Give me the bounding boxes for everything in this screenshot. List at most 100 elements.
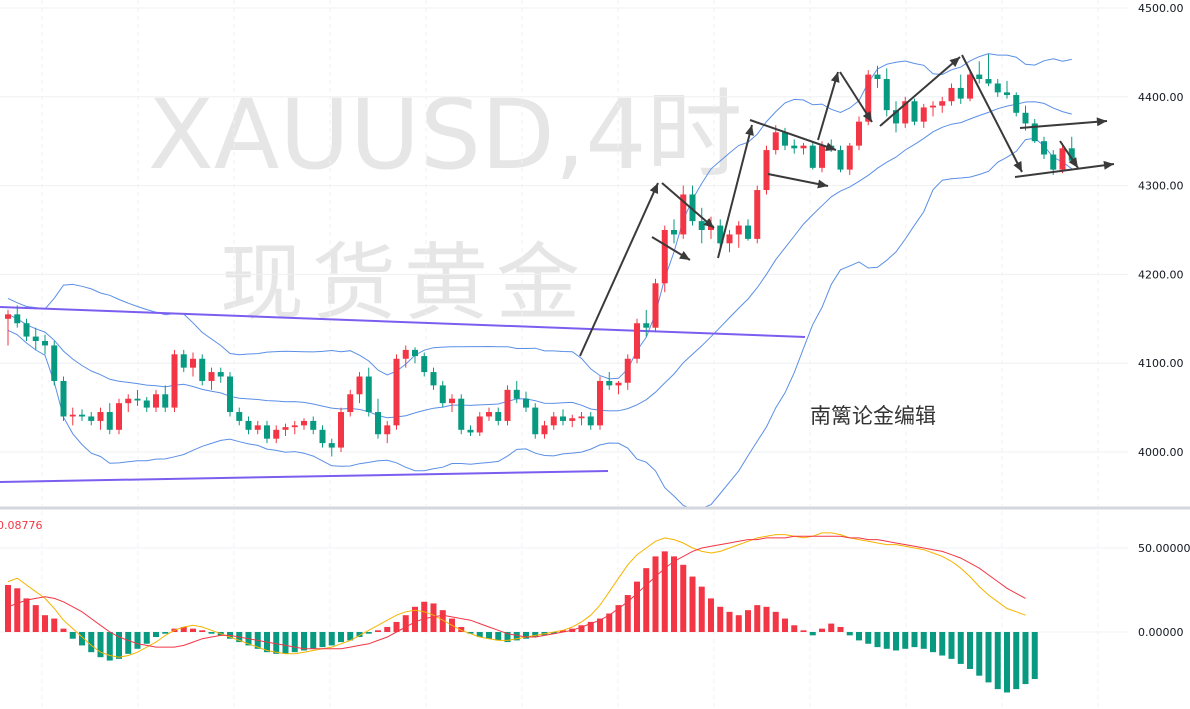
candle-body	[365, 376, 372, 413]
candle-body	[606, 380, 613, 386]
macd-bar	[319, 632, 326, 648]
candle-body	[541, 425, 548, 435]
candle-body	[1041, 141, 1047, 155]
candle	[856, 116, 862, 151]
candle	[948, 83, 955, 106]
macd-bar	[782, 618, 788, 632]
candle-body	[467, 429, 474, 433]
macd-bar	[994, 632, 1001, 690]
macd-bar	[874, 632, 881, 648]
candle-body	[134, 398, 141, 401]
candle-body	[726, 234, 733, 244]
bollinger-bands	[7, 53, 1073, 510]
candle-body	[920, 107, 927, 122]
macd-bar	[106, 632, 113, 661]
candle-body	[939, 101, 946, 106]
candle	[911, 98, 918, 126]
candle-body	[245, 420, 252, 430]
candle	[930, 101, 936, 117]
candle-body	[976, 74, 983, 80]
candle-body	[199, 358, 206, 381]
candle	[550, 412, 557, 430]
candle-body	[347, 394, 354, 413]
macd-bar	[893, 632, 899, 651]
macd-bar	[819, 628, 825, 632]
macd-bar	[504, 632, 511, 643]
candle	[199, 354, 206, 386]
candle	[587, 412, 594, 430]
macd-bar	[421, 601, 428, 632]
candle	[569, 414, 576, 428]
candle-body	[162, 394, 169, 408]
macd-bar	[597, 618, 603, 632]
macd-bar	[190, 628, 196, 632]
macd-bar	[578, 625, 585, 632]
macd-dif-line	[7, 532, 1026, 658]
macd-bar	[957, 632, 964, 664]
candle	[106, 403, 113, 435]
candle	[717, 219, 724, 248]
candle	[1059, 142, 1066, 174]
macd-bar	[1004, 632, 1010, 693]
candle-body	[846, 145, 853, 170]
candle	[994, 79, 1001, 97]
candle	[439, 380, 446, 408]
macd-bar	[79, 632, 85, 646]
candle-body	[227, 376, 233, 413]
trend-arrow	[579, 182, 659, 357]
candle	[513, 380, 520, 404]
macd-bar	[1013, 632, 1020, 690]
macd-bar	[920, 632, 927, 649]
candle	[23, 318, 30, 341]
candle-body	[236, 412, 243, 421]
candle-body	[60, 380, 67, 417]
candle	[384, 420, 391, 444]
candle	[597, 376, 603, 430]
candle-body	[171, 354, 178, 408]
candle	[208, 367, 215, 390]
trend-arrow	[1019, 117, 1108, 129]
candle-body	[652, 283, 659, 328]
macd-bar	[328, 632, 335, 646]
macd-bar	[88, 632, 95, 653]
bollinger-lower	[7, 137, 1073, 510]
candle-body	[1004, 92, 1010, 96]
macd-bar	[338, 632, 344, 643]
macd-bar	[772, 611, 779, 632]
macd-bar	[523, 632, 529, 639]
macd-bar	[116, 632, 122, 659]
bollinger-middle	[7, 101, 1072, 419]
macd-bar	[671, 556, 677, 632]
candle-body	[217, 372, 224, 377]
candle-body	[578, 416, 585, 419]
candle	[254, 420, 261, 435]
candle	[920, 103, 927, 128]
candle-body	[301, 420, 307, 426]
macd-bar	[125, 632, 132, 654]
candle	[698, 207, 705, 244]
candle	[69, 407, 76, 426]
macd-bar	[1031, 632, 1038, 680]
candle	[143, 396, 150, 413]
macd-bar	[689, 576, 696, 632]
macd-bar	[550, 632, 557, 634]
macd-bar	[791, 625, 798, 632]
candle-body	[421, 356, 428, 373]
price-tick-label: 4300.00	[1138, 180, 1184, 193]
candle-body	[97, 412, 104, 421]
candle	[328, 438, 335, 457]
candle	[421, 352, 428, 377]
candle	[153, 389, 159, 413]
macd-bar	[661, 551, 668, 632]
trend-arrow	[749, 119, 837, 151]
candle	[467, 425, 474, 437]
candle-body	[735, 225, 742, 235]
macd-lines	[7, 532, 1026, 658]
candle	[578, 412, 585, 426]
macd-bar	[97, 632, 104, 658]
candle-body	[319, 429, 326, 444]
candle	[51, 341, 58, 386]
candle	[624, 354, 631, 390]
candle-body	[523, 398, 529, 408]
macd-bar	[745, 610, 751, 632]
